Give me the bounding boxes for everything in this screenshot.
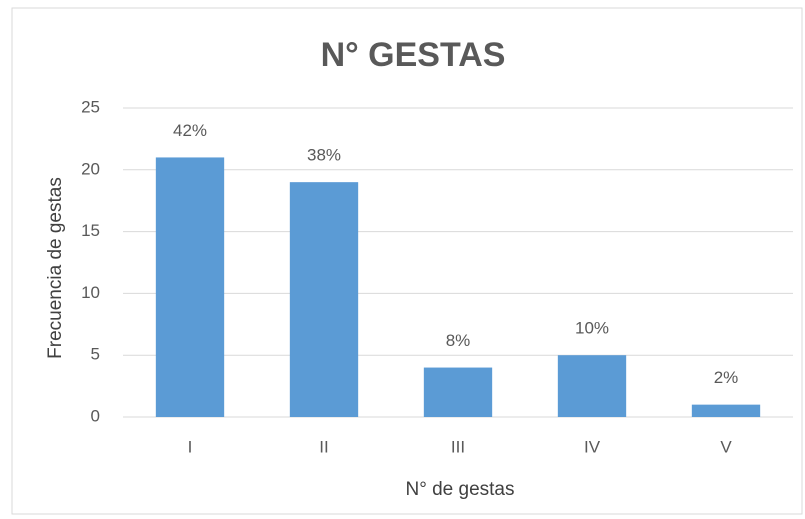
y-tick-label: 15 xyxy=(81,221,100,240)
value-label: 8% xyxy=(446,331,471,350)
y-axis-label: Frecuencia de gestas xyxy=(45,177,66,359)
value-label: 10% xyxy=(575,319,609,338)
chart-title: N° GESTAS xyxy=(321,36,506,74)
chart-frame xyxy=(11,7,803,515)
bar xyxy=(423,367,493,417)
bar xyxy=(289,182,359,417)
y-tick-label: 20 xyxy=(81,159,100,178)
bar xyxy=(557,355,627,417)
value-label: 2% xyxy=(714,368,739,387)
x-tick-label: III xyxy=(451,437,465,456)
value-label: 42% xyxy=(173,121,207,140)
x-axis-label: N° de gestas xyxy=(406,479,515,500)
x-tick-label: II xyxy=(319,437,328,456)
bar xyxy=(691,404,761,417)
x-tick-label: V xyxy=(720,437,732,456)
y-tick-label: 10 xyxy=(81,283,100,302)
y-tick-label: 5 xyxy=(91,345,100,364)
y-tick-label: 25 xyxy=(81,97,100,116)
value-label: 38% xyxy=(307,146,341,165)
x-tick-label: I xyxy=(188,437,193,456)
y-tick-label: 0 xyxy=(91,406,100,425)
x-tick-label: IV xyxy=(584,437,601,456)
bar xyxy=(155,157,225,417)
